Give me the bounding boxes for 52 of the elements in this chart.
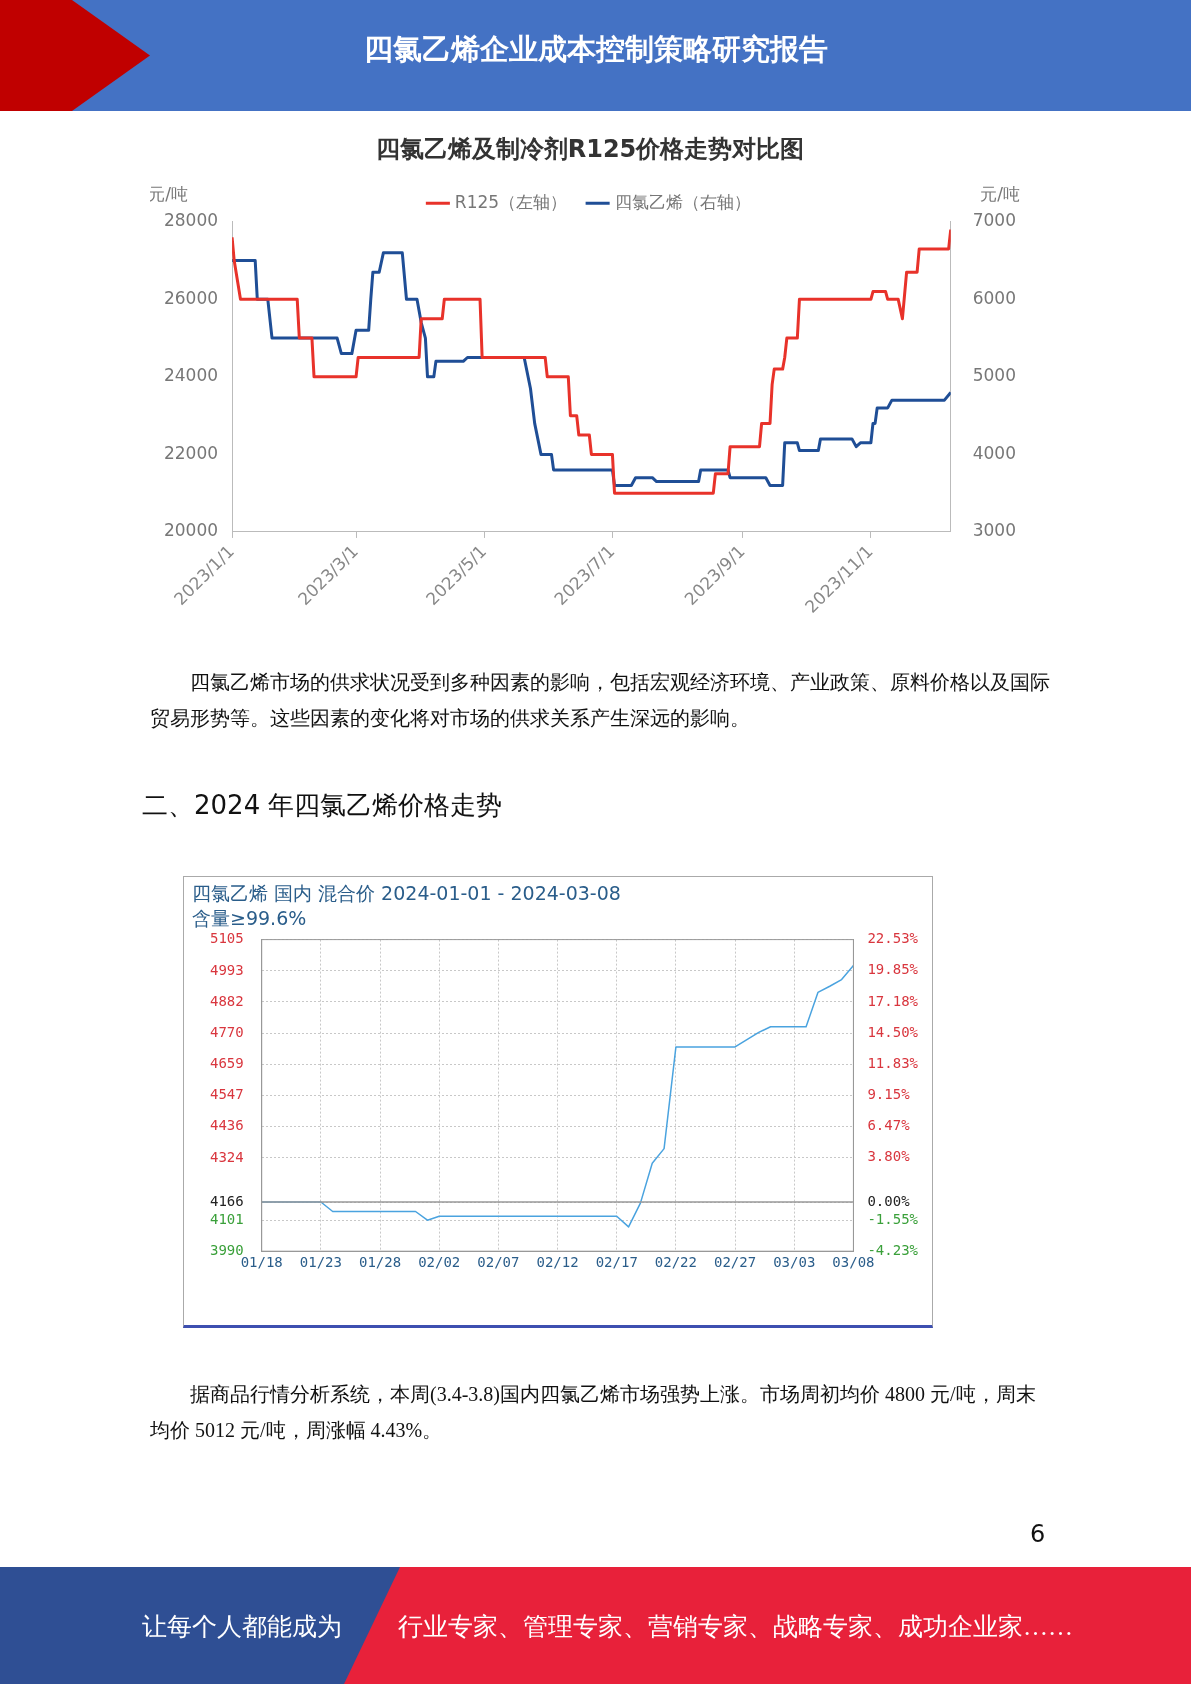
y2-tick-label: 19.85% — [867, 961, 919, 978]
text: 6 — [1030, 1520, 1046, 1548]
chart-subtitle: 含量≥99.6% — [192, 907, 307, 930]
x-tick-label: 02/22 — [654, 1254, 697, 1271]
y-tick-label: 26000 — [163, 287, 219, 308]
y-tick-label: 4882 — [210, 992, 244, 1009]
y-tick-label: 28000 — [163, 210, 219, 231]
y2-tick-label: 7000 — [972, 210, 1016, 231]
y-tick-label: 4101 — [210, 1210, 244, 1227]
y2-tick-label: 17.18% — [867, 992, 919, 1009]
x-tick-label: 02/07 — [477, 1254, 520, 1271]
x-tick-label: 02/27 — [714, 1254, 757, 1271]
x-tick-label: 03/03 — [773, 1254, 816, 1271]
y2-tick-label: 6.47% — [867, 1117, 911, 1134]
y2-tick-label: -1.55% — [867, 1210, 919, 1227]
text: 二、2024 年四氯乙烯价格走势 — [142, 789, 503, 822]
text: 四氯乙烯企业成本控制策略研究报告 — [362, 31, 829, 68]
x-tick-label: 02/12 — [536, 1254, 579, 1271]
y2-tick-label: 4000 — [972, 442, 1016, 463]
text: 四氯乙烯市场的供求状况受到多种因素的影响，包括宏观经济环境、产业政策、原料价格以及国际贸易形势等。这些因素的变化将对市场的供求关系产生深远的影响。 — [150, 670, 1050, 731]
chart-title: 四氯乙烯 国内 混合价 2024-01-01 - 2024-03-08 — [192, 882, 621, 905]
y2-axis-title: 元/吨 — [980, 183, 1020, 204]
y2-tick-label: 3000 — [972, 520, 1016, 541]
y-tick-label: 4166 — [210, 1192, 244, 1209]
legend-label: R125（左轴） — [454, 191, 568, 212]
y2-tick-label: 9.15% — [867, 1086, 911, 1103]
text: 据商品行情分析系统，本周(3.4-3.8)国内四氯乙烯市场强势上涨。市场周初均价 4800 元/吨，周末均价 5012 元/吨，周涨幅 4.43%。 — [150, 1382, 1037, 1443]
y-tick-label: 4547 — [210, 1086, 244, 1103]
y2-tick-label: 6000 — [972, 287, 1016, 308]
y2-tick-label: 3.80% — [867, 1148, 911, 1165]
x-tick-label: 01/28 — [358, 1254, 402, 1271]
text: 行业专家、管理专家、营销专家、战略专家、成功企业家…… — [398, 1612, 1073, 1642]
y2-tick-label: 11.83% — [867, 1054, 919, 1071]
y-tick-label: 4993 — [210, 961, 244, 978]
y2-tick-label: 0.00% — [867, 1192, 911, 1209]
x-tick-label: 02/02 — [418, 1254, 461, 1271]
x-tick-label: 02/17 — [595, 1254, 638, 1271]
y-tick-label: 4659 — [210, 1054, 244, 1071]
y-tick-label: 24000 — [163, 365, 219, 386]
y-tick-label: 4324 — [210, 1148, 244, 1165]
y-tick-label: 20000 — [163, 520, 219, 541]
y2-tick-label: 22.53% — [867, 930, 919, 947]
y2-tick-label: 14.50% — [867, 1023, 919, 1040]
y-tick-label: 5105 — [210, 930, 244, 947]
text: 让每个人都能成为 — [142, 1612, 342, 1642]
y-tick-label: 4770 — [210, 1023, 244, 1040]
x-tick-label: 01/23 — [299, 1254, 342, 1271]
chart-title: 四氯乙烯及制冷剂R125价格走势对比图 — [375, 134, 805, 163]
legend-label: 四氯乙烯（右轴） — [614, 191, 751, 212]
y-tick-label: 22000 — [163, 442, 219, 463]
y2-tick-label: 5000 — [972, 365, 1016, 386]
y-tick-label: 4436 — [210, 1117, 244, 1134]
